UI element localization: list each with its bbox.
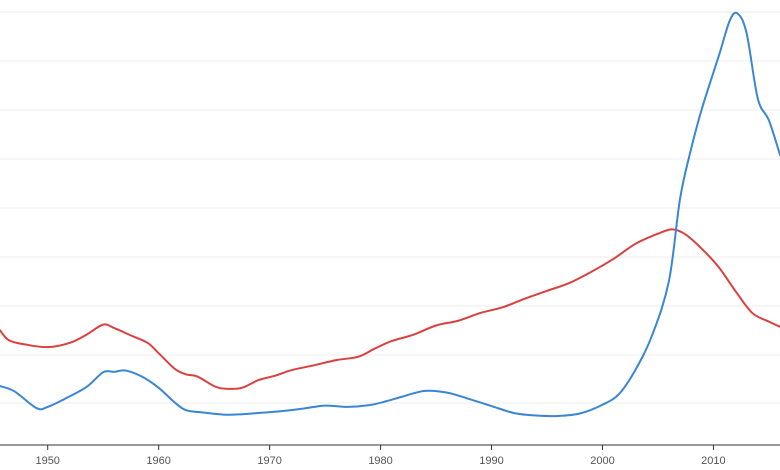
x-tick-label-1950: 1950 — [35, 455, 59, 467]
x-tick-label-1970: 1970 — [257, 455, 281, 467]
grid-lines — [0, 11, 780, 404]
x-tick-label-2000: 2000 — [590, 455, 614, 467]
x-tick-label-1990: 1990 — [479, 455, 503, 467]
series-lines — [0, 11, 780, 418]
x-axis-ticks: 1950 1960 1970 1980 1990 2000 2010 — [35, 445, 726, 467]
series-line-1 — [0, 228, 780, 390]
series-line-2 — [0, 11, 780, 418]
x-tick-label-2010: 2010 — [701, 455, 725, 467]
x-tick-label-1980: 1980 — [368, 455, 392, 467]
x-tick-label-1960: 1960 — [146, 455, 170, 467]
